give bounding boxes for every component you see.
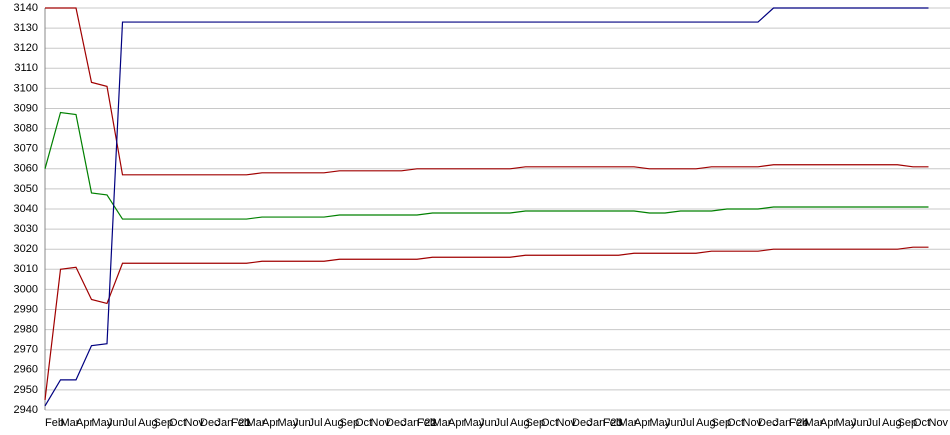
x-tick-label: Jan '23 [588, 417, 623, 429]
series-line [45, 7, 929, 176]
x-tick-label: Apr [262, 417, 279, 429]
y-tick-label: 3080 [14, 123, 38, 135]
y-tick-label: 2940 [14, 404, 38, 416]
series-line [44, 111, 929, 220]
x-tick-label: Aug [324, 417, 344, 429]
x-tick-label: Mar [247, 417, 266, 429]
x-tick-label: Oct [727, 417, 744, 429]
x-tick-label: Nov [185, 417, 205, 429]
y-tick-label: 3100 [14, 82, 38, 94]
series-line [44, 246, 929, 401]
y-tick-label: 3070 [14, 143, 38, 155]
x-tick-label: Sep [154, 417, 174, 429]
x-tick-label: Feb [231, 417, 250, 429]
x-tick-label: Dec [200, 417, 220, 429]
y-tick-label: 2970 [14, 344, 38, 356]
x-tick-label: Aug [696, 417, 716, 429]
x-tick-label: Jul [681, 417, 695, 429]
x-tick-label: Jul [495, 417, 509, 429]
x-tick-label: Dec [386, 417, 406, 429]
x-tick-label: Dec [572, 417, 592, 429]
x-tick-label: May [92, 417, 113, 429]
x-tick-label: Jul [123, 417, 137, 429]
x-tick-label: Apr [820, 417, 837, 429]
x-tick-label: May [650, 417, 671, 429]
x-tick-label: Jun [851, 417, 869, 429]
x-tick-label: Oct [541, 417, 558, 429]
x-tick-label: Jun [293, 417, 311, 429]
y-tick-label: 3020 [14, 243, 38, 255]
y-tick-label: 3090 [14, 102, 38, 114]
x-tick-label: Oct [355, 417, 372, 429]
x-tick-label: Feb [45, 417, 64, 429]
x-tick-label: Jun [479, 417, 497, 429]
y-tick-label: 2990 [14, 303, 38, 315]
y-tick-label: 2950 [14, 384, 38, 396]
x-tick-label: Aug [882, 417, 902, 429]
x-tick-label: Nov [371, 417, 391, 429]
x-tick-label: May [464, 417, 485, 429]
x-tick-label: Mar [433, 417, 452, 429]
x-tick-label: Feb [417, 417, 436, 429]
y-tick-label: 2960 [14, 364, 38, 376]
x-tick-label: Sep [898, 417, 918, 429]
x-tick-label: Oct [169, 417, 186, 429]
y-tick-label: 3110 [14, 62, 38, 74]
x-tick-label: Jun [107, 417, 125, 429]
x-tick-label: Sep [526, 417, 546, 429]
y-tick-label: 3120 [14, 42, 38, 54]
x-tick-label: Jun [665, 417, 683, 429]
x-tick-label: Mar [805, 417, 824, 429]
x-tick-label: Jan '24 [774, 417, 809, 429]
x-tick-label: Feb [603, 417, 622, 429]
x-tick-label: Nov [557, 417, 577, 429]
x-tick-label: Apr [448, 417, 465, 429]
x-tick-label: Apr [76, 417, 93, 429]
x-tick-label: Mar [61, 417, 80, 429]
x-tick-label: Nov [929, 417, 949, 429]
x-tick-label: Oct [913, 417, 930, 429]
y-tick-label: 3030 [14, 223, 38, 235]
x-tick-label: May [836, 417, 857, 429]
x-tick-label: Feb [789, 417, 808, 429]
x-tick-label: Jul [309, 417, 323, 429]
x-tick-label: Jul [867, 417, 881, 429]
y-tick-label: 3130 [14, 22, 38, 34]
y-tick-label: 3000 [14, 283, 38, 295]
y-tick-label: 2980 [14, 324, 38, 336]
x-tick-label: Jan '21 [216, 417, 251, 429]
y-tick-label: 3140 [14, 2, 38, 14]
y-tick-label: 3040 [14, 203, 38, 215]
x-tick-label: Jan '22 [402, 417, 437, 429]
series-line [44, 7, 929, 407]
x-tick-label: Apr [634, 417, 651, 429]
y-tick-label: 3060 [14, 163, 38, 175]
x-tick-label: Mar [619, 417, 638, 429]
x-tick-label: Sep [712, 417, 732, 429]
x-tick-label: May [278, 417, 299, 429]
x-tick-label: Aug [510, 417, 530, 429]
x-tick-label: Sep [340, 417, 360, 429]
y-tick-label: 3010 [14, 263, 38, 275]
x-tick-label: Aug [138, 417, 158, 429]
y-tick-label: 3050 [14, 183, 38, 195]
x-tick-label: Nov [743, 417, 763, 429]
x-tick-label: Dec [758, 417, 778, 429]
